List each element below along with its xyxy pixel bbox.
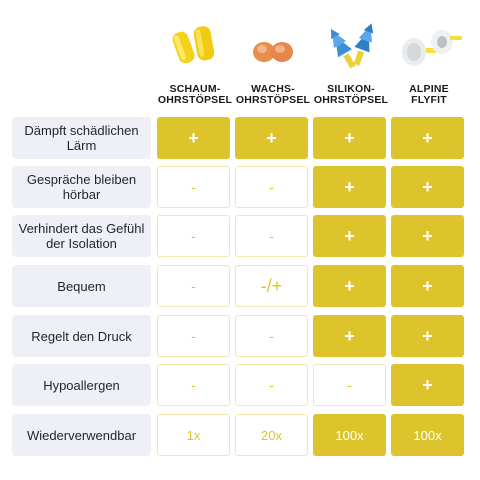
column-header: SCHAUM- OHRSTÖPSEL WACHS- OHRSTÖPSEL (150, 10, 470, 118)
column-alpine-label: ALPINE FLYFIT (409, 83, 449, 106)
row-label: Dämpft schädlichen Lärm (12, 117, 151, 159)
table-cell: + (313, 265, 386, 307)
table-cell: + (313, 166, 386, 208)
table-row: Regelt den Druck - - + + (12, 315, 468, 357)
column-wax: WACHS- OHRSTÖPSEL (234, 10, 312, 118)
table-row: Gespräche bleiben hörbar - - + + (12, 166, 468, 208)
table-cell: - (157, 315, 230, 357)
table-cell: + (157, 117, 230, 159)
table-row: Wiederverwendbar 1x 20x 100x 100x (12, 414, 468, 456)
row-label: Hypoallergen (12, 364, 151, 406)
row-label: Gespräche bleiben hörbar (12, 166, 151, 208)
table-cell: + (313, 315, 386, 357)
column-alpine: ALPINE FLYFIT (390, 10, 468, 118)
column-foam-label: SCHAUM- OHRSTÖPSEL (157, 83, 233, 106)
table-row: Hypoallergen - - - + (12, 364, 468, 406)
table-row: Verhindert das Gefühl der Isolation - - + + (12, 215, 468, 257)
table-cell: + (391, 315, 464, 357)
table-cell: 100x (313, 414, 386, 456)
table-cell: + (313, 215, 386, 257)
table-cell: - (235, 364, 308, 406)
column-foam: SCHAUM- OHRSTÖPSEL (156, 10, 234, 118)
table-cell: - (235, 315, 308, 357)
wax-earplugs-icon (253, 42, 293, 62)
table-cell: + (313, 117, 386, 159)
table-cell: + (391, 117, 464, 159)
table-cell: - (235, 215, 308, 257)
foam-earplugs-icon (172, 26, 215, 64)
table-cell: - (157, 265, 230, 307)
column-wax-label: WACHS- OHRSTÖPSEL (235, 83, 311, 106)
alpine-flyfit-earplugs-icon (402, 30, 462, 66)
row-label: Verhindert das Gefühl der Isolation (12, 215, 151, 257)
silicone-earplugs-icon (331, 23, 374, 69)
table-cell: + (391, 364, 464, 406)
table-cell: + (391, 265, 464, 307)
column-silicone-label: SILIKON- OHRSTÖPSEL (313, 83, 389, 106)
table-cell: 100x (391, 414, 464, 456)
row-label: Bequem (12, 265, 151, 307)
table-cell: + (391, 166, 464, 208)
table-cell: - (157, 215, 230, 257)
table-cell: - (313, 364, 386, 406)
row-label: Wiederverwendbar (12, 414, 151, 456)
row-label: Regelt den Druck (12, 315, 151, 357)
column-silicone: SILIKON- OHRSTÖPSEL (312, 10, 390, 118)
table-cell: - (157, 364, 230, 406)
table-row: Dämpft schädlichen Lärm + + + + (12, 117, 468, 159)
table-cell: 1x (157, 414, 230, 456)
table-cell: - (235, 166, 308, 208)
table-cell: 20x (235, 414, 308, 456)
table-cell: + (235, 117, 308, 159)
table-cell: -/+ (235, 265, 308, 307)
table-cell: + (391, 215, 464, 257)
table-row: Bequem - -/+ + + (12, 265, 468, 307)
table-cell: - (157, 166, 230, 208)
